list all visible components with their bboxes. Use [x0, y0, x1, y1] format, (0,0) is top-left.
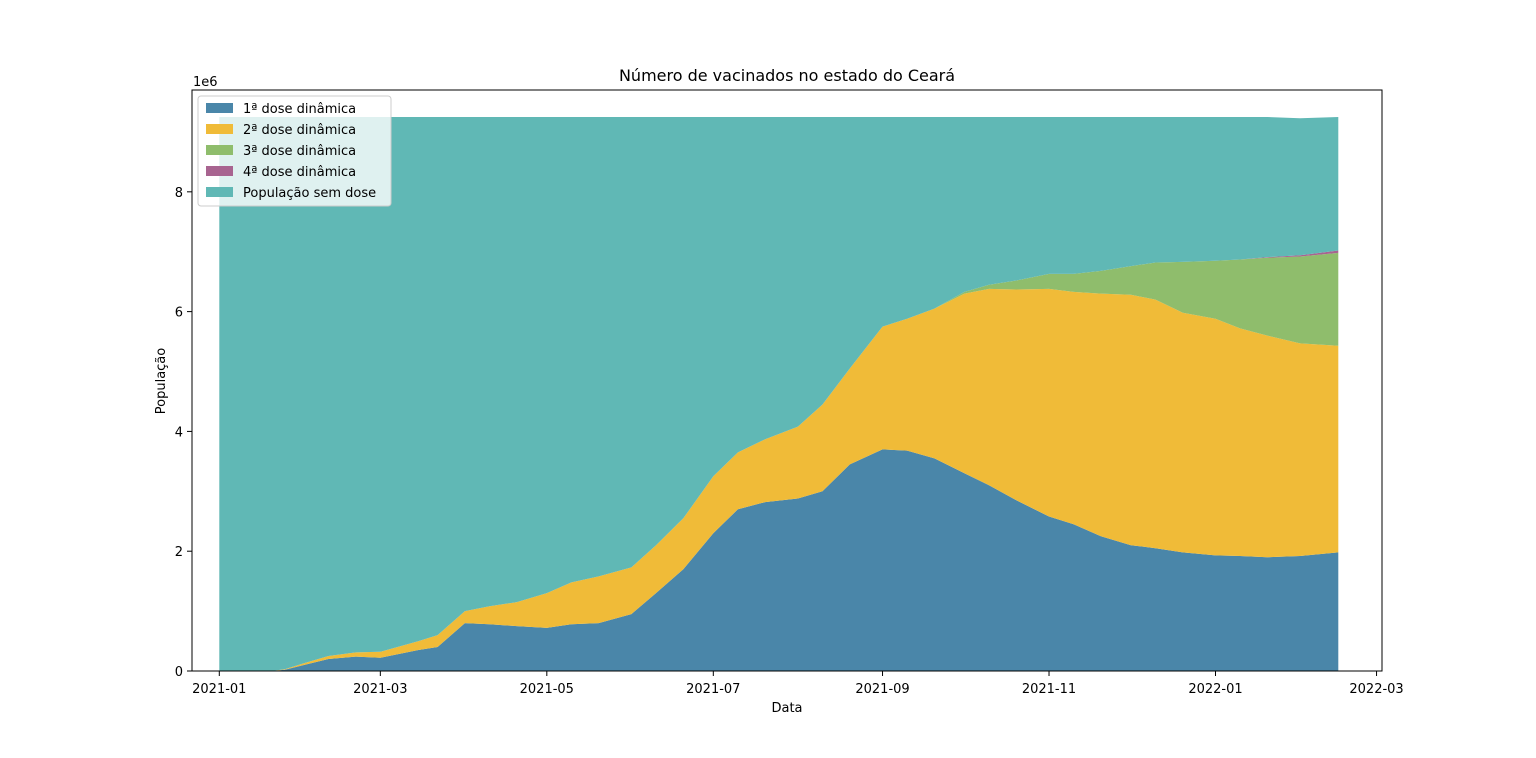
legend-label: 4ª dose dinâmica — [243, 165, 356, 180]
y-tick-label: 2 — [175, 545, 183, 560]
area-series-1 — [219, 449, 1339, 671]
legend-items: 1ª dose dinâmica 2ª dose dinâmica 3ª dose … — [206, 102, 376, 201]
legend-swatch — [206, 187, 233, 197]
legend-swatch — [206, 103, 233, 113]
y-axis-multiplier: 1e6 — [193, 75, 218, 90]
x-axis-label: Data — [771, 701, 802, 716]
x-tick-label: 2021-11 — [1022, 682, 1076, 697]
legend-swatch — [206, 166, 233, 176]
y-tick-label: 6 — [175, 306, 183, 321]
x-tick-label: 2021-09 — [855, 682, 909, 697]
x-tick-label: 2021-01 — [192, 682, 246, 697]
x-tick-label: 2022-03 — [1349, 682, 1403, 697]
area-series-5 — [219, 117, 1339, 671]
chart-title: Número de vacinados no estado do Ceará — [619, 66, 955, 85]
x-tick-label: 2021-07 — [686, 682, 740, 697]
y-tick-label: 8 — [175, 186, 183, 201]
y-tick-label: 0 — [175, 665, 183, 680]
legend-label: 1ª dose dinâmica — [243, 102, 356, 117]
legend-label: 3ª dose dinâmica — [243, 144, 356, 159]
x-axis-ticks: 2021-01 2021-03 2021-05 2021-07 2021-09 2021-… — [192, 671, 1404, 697]
area-layers — [219, 117, 1339, 671]
y-axis-label: População — [154, 348, 169, 415]
legend-swatch — [206, 124, 233, 134]
area-series-3 — [219, 252, 1339, 671]
x-tick-label: 2021-05 — [520, 682, 574, 697]
y-axis-ticks: 0 2 4 6 8 — [175, 186, 192, 680]
legend-label: 2ª dose dinâmica — [243, 123, 356, 138]
area-series-2 — [219, 288, 1339, 671]
legend-swatch — [206, 145, 233, 155]
x-tick-label: 2021-03 — [353, 682, 407, 697]
x-tick-label: 2022-01 — [1188, 682, 1242, 697]
y-tick-label: 4 — [175, 425, 183, 440]
legend: 1ª dose dinâmica 2ª dose dinâmica 3ª dose … — [197, 95, 392, 207]
legend-label: População sem dose — [243, 186, 376, 201]
plot-frame — [191, 89, 1383, 672]
legend-box — [197, 95, 392, 207]
